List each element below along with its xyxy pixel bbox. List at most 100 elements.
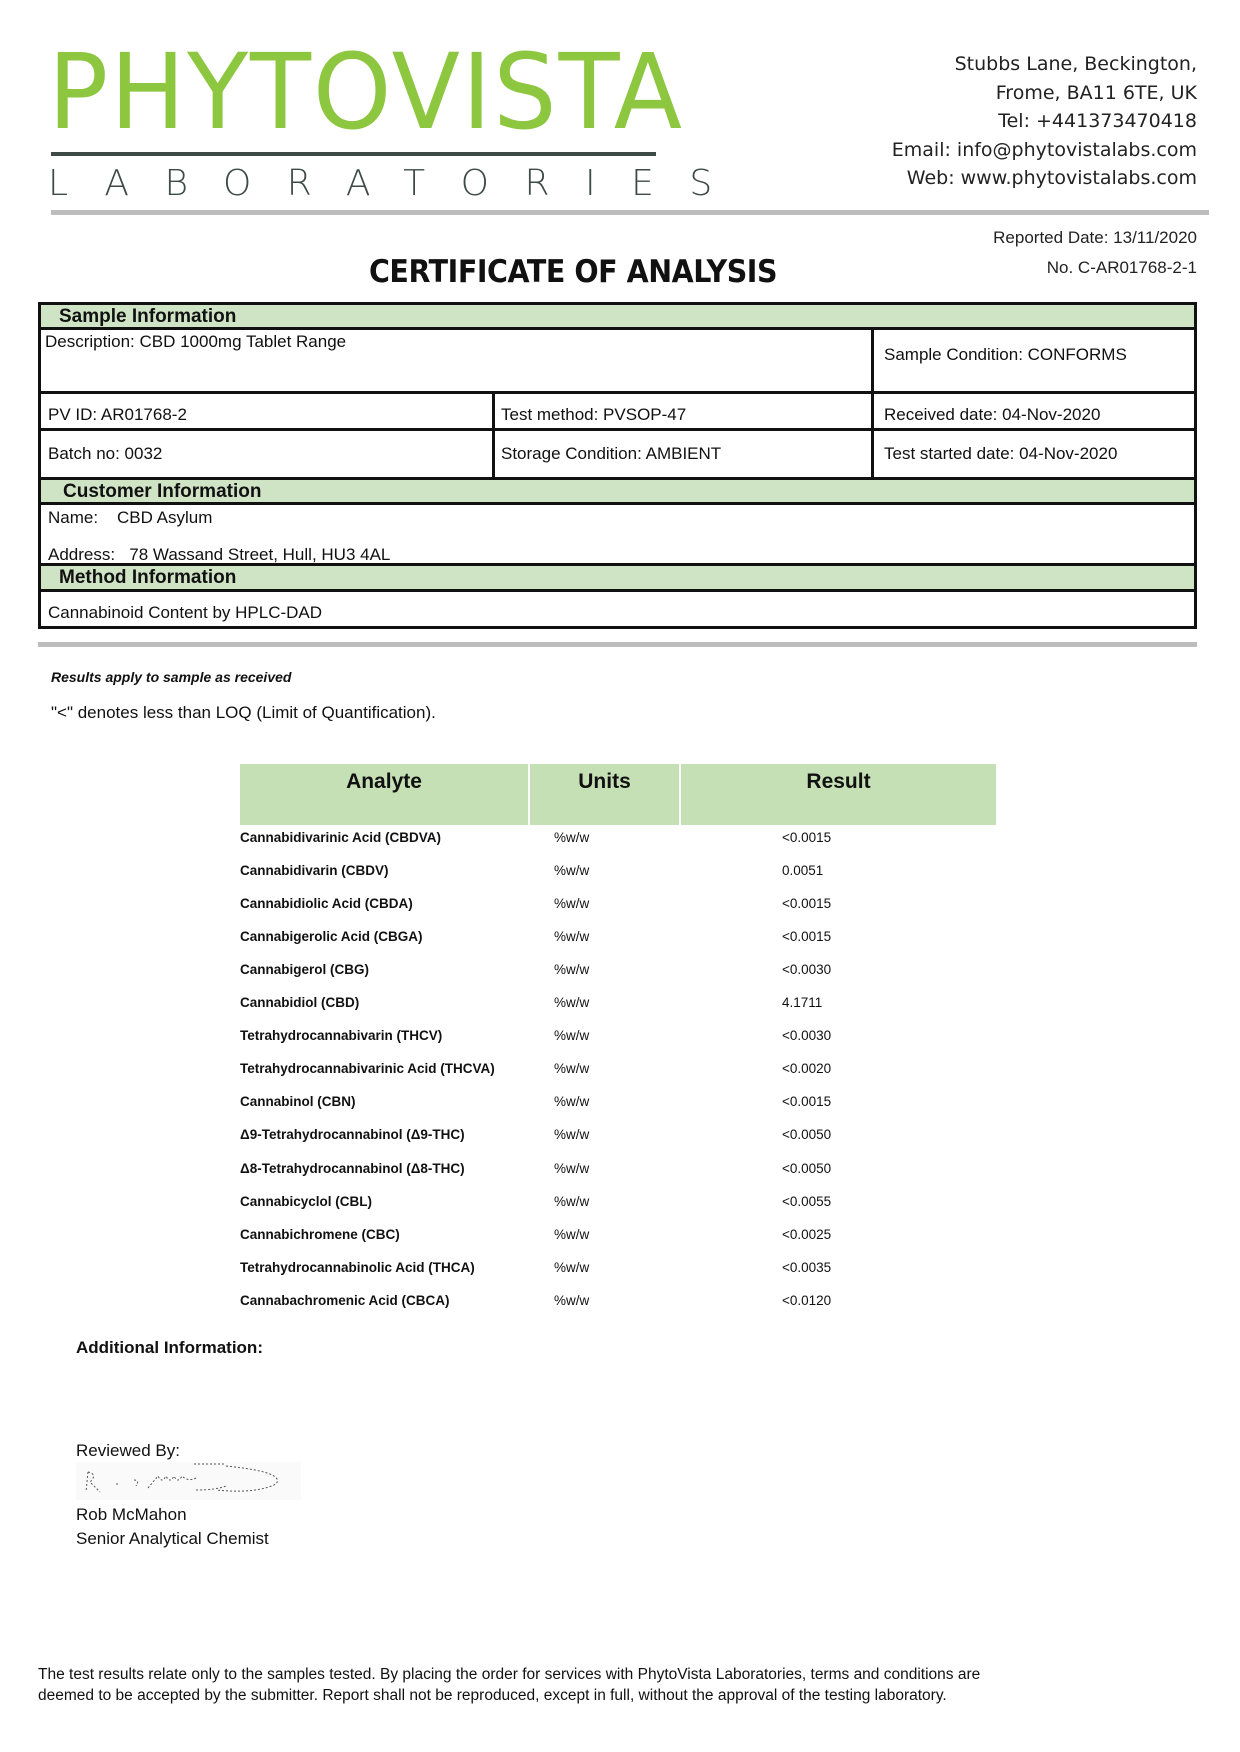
lab-address: Stubbs Lane, Beckington, Frome, BA11 6TE… xyxy=(892,50,1197,193)
test-started-date: Test started date: 04-Nov-2020 xyxy=(884,444,1118,463)
analyte-cell: Tetrahydrocannabivarin (THCV) xyxy=(240,1028,443,1044)
analyte-cell: Δ8-Tetrahydrocannabinol (Δ8-THC) xyxy=(240,1160,465,1176)
result-cell: <0.0030 xyxy=(782,1028,832,1044)
result-cell: <0.0120 xyxy=(782,1292,832,1308)
analyte-cell: Cannabigerolic Acid (CBGA) xyxy=(240,929,423,945)
analyte-cell: Cannabigerol (CBG) xyxy=(240,962,370,978)
logo-divider xyxy=(51,152,656,156)
table-row: Cannabidiol (CBD) %w/w 4.1711 xyxy=(240,995,996,1028)
result-cell: 4.1711 xyxy=(782,995,823,1011)
units-cell: %w/w xyxy=(554,1259,590,1275)
units-cell: %w/w xyxy=(554,1061,590,1077)
result-cell: <0.0025 xyxy=(782,1226,832,1242)
loq-note: "<" denotes less than LOQ (Limit of Quan… xyxy=(51,703,436,722)
units-cell: %w/w xyxy=(554,962,590,978)
result-cell: <0.0035 xyxy=(782,1259,832,1275)
units-cell: %w/w xyxy=(554,1127,590,1143)
table-row: Tetrahydrocannabinolic Acid (THCA) %w/w <0… xyxy=(240,1260,996,1293)
footer-disclaimer: The test results relate only to the samp… xyxy=(38,1664,980,1706)
address-tel: Tel: +441373470418 xyxy=(998,110,1197,132)
reviewer-name: Rob McMahon xyxy=(76,1505,187,1524)
footer-line1: The test results relate only to the samp… xyxy=(38,1666,981,1683)
sample-description: Description: CBD 1000mg Tablet Range xyxy=(45,332,347,351)
customer-name-value: CBD Asylum xyxy=(116,508,213,527)
analyte-cell: Cannabinol (CBN) xyxy=(240,1094,356,1110)
result-cell: <0.0050 xyxy=(782,1127,832,1143)
table-row: Tetrahydrocannabivarinic Acid (THCVA) %w/… xyxy=(240,1061,996,1094)
analyte-cell: Cannabachromenic Acid (CBCA) xyxy=(240,1292,450,1308)
table-row: Δ8-Tetrahydrocannabinol (Δ8-THC) %w/w <0.0… xyxy=(240,1161,996,1194)
customer-name: Name: CBD Asylum xyxy=(48,508,212,528)
customer-info-header: Customer Information xyxy=(41,480,1194,502)
customer-address: Address: 78 Wassand Street, Hull, HU3 4A… xyxy=(48,545,390,565)
units-cell: %w/w xyxy=(554,1160,590,1176)
method-info-header: Method Information xyxy=(41,566,1194,589)
units-cell: %w/w xyxy=(554,1094,590,1110)
result-cell: <0.0015 xyxy=(782,896,832,912)
result-cell: <0.0030 xyxy=(782,962,832,978)
table-row: Cannabigerolic Acid (CBGA) %w/w <0.0015 xyxy=(240,929,996,962)
table-row: Cannabidiolic Acid (CBDA) %w/w <0.0015 xyxy=(240,896,996,929)
reviewer-role: Senior Analytical Chemist xyxy=(76,1529,269,1548)
storage-condition: Storage Condition: AMBIENT xyxy=(501,444,722,463)
received-date: Received date: 04-Nov-2020 xyxy=(884,405,1101,424)
address-email: Email: info@phytovistalabs.com xyxy=(891,138,1197,161)
info-box: Sample Information Description: CBD 1000… xyxy=(38,302,1197,629)
table-row: Cannabichromene (CBC) %w/w <0.0025 xyxy=(240,1227,996,1260)
result-cell: 0.0051 xyxy=(782,863,824,879)
table-row: Cannabinol (CBN) %w/w <0.0015 xyxy=(240,1094,996,1127)
batch-no: Batch no: 0032 xyxy=(48,444,163,463)
sample-info-header: Sample Information xyxy=(41,305,1194,327)
units-cell: %w/w xyxy=(554,995,590,1011)
analyte-cell: Tetrahydrocannabinolic Acid (THCA) xyxy=(240,1259,475,1275)
units-cell: %w/w xyxy=(554,1292,590,1308)
result-cell: <0.0015 xyxy=(782,830,832,845)
additional-info-label: Additional Information: xyxy=(76,1338,263,1357)
units-cell: %w/w xyxy=(554,863,590,879)
result-cell: <0.0015 xyxy=(782,929,832,945)
result-cell: <0.0020 xyxy=(782,1061,832,1077)
units-cell: %w/w xyxy=(554,929,590,945)
analyte-cell: Cannabichromene (CBC) xyxy=(240,1226,400,1242)
table-row: Cannabicyclol (CBL) %w/w <0.0055 xyxy=(240,1194,996,1227)
units-cell: %w/w xyxy=(554,1226,590,1242)
table-row: Δ9-Tetrahydrocannabinol (Δ9-THC) %w/w <0.0… xyxy=(240,1127,996,1160)
header-analyte: Analyte xyxy=(240,764,528,825)
analyte-cell: Cannabidiol (CBD) xyxy=(240,995,360,1011)
logo-wordmark: PHYTOVISTA xyxy=(48,31,684,153)
units-cell: %w/w xyxy=(554,1028,590,1044)
customer-address-label: Address: xyxy=(48,545,116,564)
analyte-cell: Tetrahydrocannabivarinic Acid (THCVA) xyxy=(240,1061,495,1077)
pv-id: PV ID: AR01768-2 xyxy=(48,405,187,424)
test-method: Test method: PVSOP-47 xyxy=(501,405,687,424)
result-cell: <0.0015 xyxy=(782,1094,832,1110)
analyte-cell: Δ9-Tetrahydrocannabinol (Δ9-THC) xyxy=(240,1127,465,1143)
address-line2: Frome, BA11 6TE, UK xyxy=(995,81,1197,104)
reported-date: Reported Date: 13/11/2020 xyxy=(993,228,1197,247)
analyte-cell: Cannabicyclol (CBL) xyxy=(240,1193,373,1209)
header-divider xyxy=(51,210,1209,215)
table-row: Cannabidivarin (CBDV) %w/w 0.0051 xyxy=(240,863,996,896)
footer-line2: deemed to be accepted by the submitter. … xyxy=(38,1687,947,1704)
report-number: No. C-AR01768-2-1 xyxy=(1046,258,1197,277)
page-title: CERTIFICATE OF ANALYSIS xyxy=(368,254,778,290)
signature-image xyxy=(76,1462,301,1500)
units-cell: %w/w xyxy=(554,896,590,912)
address-web: Web: www.phytovistalabs.com xyxy=(906,167,1197,189)
units-cell: %w/w xyxy=(554,830,590,845)
result-cell: <0.0050 xyxy=(782,1160,832,1176)
analyte-cell: Cannabidivarinic Acid (CBDVA) xyxy=(240,830,442,845)
sample-condition: Sample Condition: CONFORMS xyxy=(884,345,1127,364)
table-row: Cannabachromenic Acid (CBCA) %w/w <0.0120 xyxy=(240,1293,996,1326)
table-row: Cannabigerol (CBG) %w/w <0.0030 xyxy=(240,962,996,995)
table-row: Cannabidivarinic Acid (CBDVA) %w/w <0.0015 xyxy=(240,830,996,863)
method-value: Cannabinoid Content by HPLC-DAD xyxy=(48,603,323,622)
analyte-cell: Cannabidivarin (CBDV) xyxy=(240,863,389,879)
reviewed-by-label: Reviewed By: xyxy=(76,1441,180,1460)
customer-address-value: 78 Wassand Street, Hull, HU3 4AL xyxy=(129,545,391,564)
result-cell: <0.0055 xyxy=(782,1193,832,1209)
address-line1: Stubbs Lane, Beckington, xyxy=(954,53,1197,75)
customer-name-label: Name: xyxy=(48,508,99,527)
units-cell: %w/w xyxy=(554,1193,590,1209)
section-divider xyxy=(38,642,1197,647)
